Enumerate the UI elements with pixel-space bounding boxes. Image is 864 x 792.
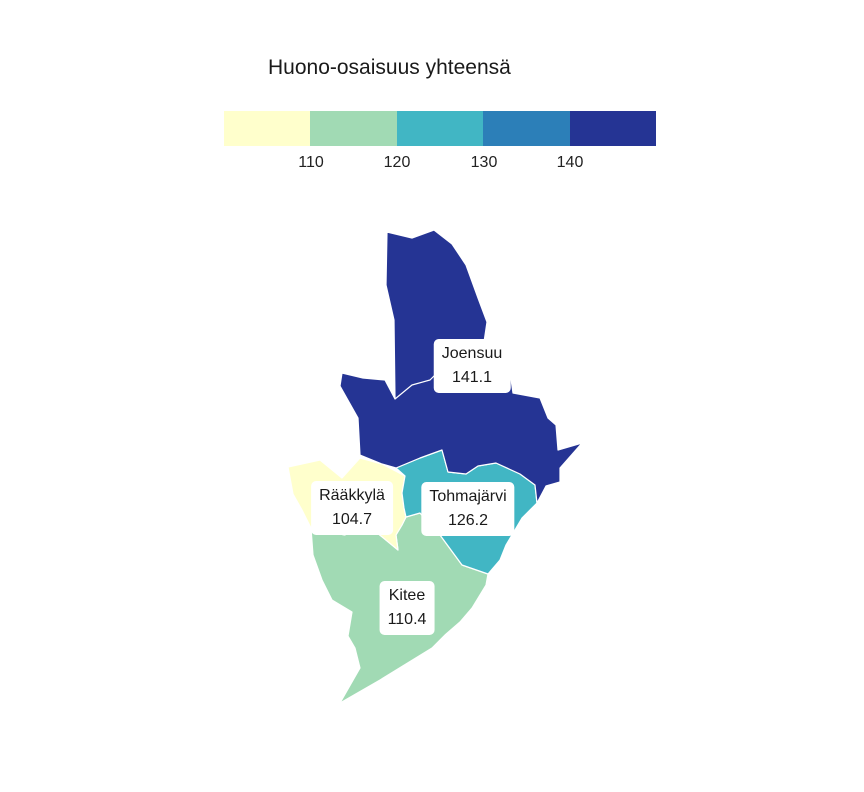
label-raakkyla-name: Rääkkylä — [319, 487, 385, 504]
legend-tick-110: 110 — [298, 154, 324, 171]
label-kitee: Kitee 110.4 — [379, 581, 435, 635]
legend-title: Huono-osaisuus yhteensä — [268, 56, 511, 79]
legend-bin-3 — [396, 111, 484, 146]
label-tohmajarvi: Tohmajärvi 126.2 — [421, 482, 515, 536]
label-tohmajarvi-name: Tohmajärvi — [429, 488, 507, 505]
label-kitee-name: Kitee — [388, 587, 426, 604]
legend-bin-1 — [224, 111, 311, 146]
label-tohmajarvi-value: 126.2 — [447, 512, 489, 529]
label-joensuu: Joensuu 141.1 — [433, 339, 511, 393]
label-raakkyla-value: 104.7 — [331, 511, 373, 528]
label-joensuu-name: Joensuu — [441, 345, 503, 362]
legend-bin-5 — [569, 111, 657, 146]
label-raakkyla: Rääkkylä 104.7 — [311, 481, 393, 535]
legend-bin-4 — [483, 111, 570, 146]
color-legend — [224, 111, 657, 146]
legend-tick-120: 120 — [383, 154, 411, 171]
legend-tick-140: 140 — [556, 154, 584, 171]
legend-bin-2 — [310, 111, 397, 146]
legend-tick-130: 130 — [470, 154, 498, 171]
label-joensuu-value: 141.1 — [451, 369, 493, 386]
label-kitee-value: 110.4 — [387, 611, 427, 628]
